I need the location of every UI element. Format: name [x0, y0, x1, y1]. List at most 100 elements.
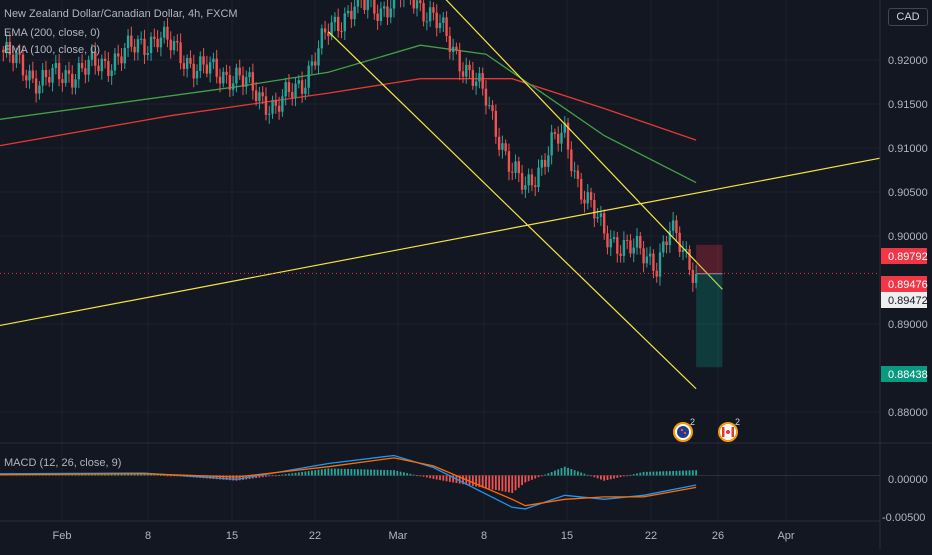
symbol-title[interactable]: New Zealand Dollar/Canadian Dollar, 4h, … [4, 8, 238, 20]
macd-histogram-bar [271, 475, 274, 477]
candle-body [553, 132, 557, 135]
candle-body [602, 213, 606, 234]
candle-body [103, 58, 107, 62]
macd-histogram-bar [261, 475, 264, 478]
price-tick: 0.91000 [888, 143, 928, 155]
time-tick: 8 [481, 530, 487, 542]
candle-body [560, 132, 563, 144]
macd-histogram-bar [350, 469, 353, 476]
price-tags: 0.89792 0.89476 0.89472 0.88438 [881, 248, 928, 382]
time-axis[interactable]: Feb 8 15 22 Mar 8 15 22 26 Apr [53, 530, 795, 542]
macd-histogram-bar [402, 472, 405, 476]
macd-histogram-bar [531, 475, 533, 480]
macd-histogram-bar [416, 475, 418, 477]
candle-body [80, 63, 84, 69]
candle-body [310, 61, 314, 66]
macd-histogram-bar [409, 473, 412, 476]
candle-body [445, 17, 448, 36]
macd-histogram-bar [665, 471, 668, 476]
macd-histogram-bar [406, 473, 409, 476]
macd-histogram-bar [675, 470, 678, 476]
candle-body [662, 241, 665, 253]
macd-histogram-bar [343, 468, 346, 476]
candle-body [57, 62, 61, 80]
macd-histogram-bar [291, 473, 294, 476]
candle-body [271, 99, 274, 114]
macd-histogram-bar [281, 474, 284, 476]
macd-histogram-bar [140, 473, 143, 476]
macd-histogram-bar [314, 470, 317, 476]
trendlines[interactable] [0, 0, 881, 390]
candle-body [245, 77, 248, 87]
candle-body [589, 192, 593, 201]
macd-histogram-bar [511, 475, 514, 493]
macd-histogram-bar [330, 468, 333, 476]
candle-body [501, 143, 504, 150]
macd-legend[interactable]: MACD (12, 26, close, 9) [4, 457, 122, 469]
candle-body [596, 216, 599, 219]
macd-histogram-bar [337, 468, 340, 476]
candle-body [64, 70, 67, 84]
candle-body [612, 237, 616, 240]
candle-body [337, 16, 340, 32]
time-tick: Mar [389, 530, 408, 542]
candle-body [373, 0, 376, 14]
candle-body [166, 26, 169, 40]
candle-body [34, 78, 38, 94]
candle-body [422, 3, 425, 22]
candle-body [524, 185, 527, 190]
candle-body [107, 61, 110, 76]
candle-body [71, 73, 74, 88]
macd-histogram-bar [616, 475, 619, 478]
candle-body [694, 273, 698, 283]
candle-body [468, 64, 471, 71]
candle-body [583, 199, 586, 204]
candle-body [622, 239, 626, 256]
candle-body [235, 67, 238, 84]
macd-histogram-bar [393, 470, 395, 476]
ema200-legend[interactable]: EMA (200, close, 0) [4, 27, 100, 39]
currency-button[interactable]: CAD [888, 8, 928, 26]
time-tick: 22 [309, 530, 321, 542]
macd-histogram-bar [573, 470, 576, 476]
macd-histogram-bar [163, 475, 166, 476]
candle-body [514, 161, 517, 173]
candle-body [333, 16, 337, 23]
short-position-tool[interactable] [696, 244, 723, 368]
candle-body [18, 52, 21, 55]
candle-body [419, 0, 422, 4]
macd-histogram-bar [642, 471, 645, 476]
macd-pane[interactable] [0, 454, 880, 510]
candle-body [133, 46, 136, 53]
macd-histogram-bar [517, 475, 520, 488]
candle-body [192, 63, 195, 79]
macd-histogram-bar [622, 475, 625, 477]
nz-flag-event-icon[interactable]: 2 [673, 417, 695, 442]
candle-body [425, 21, 429, 23]
candle-body [366, 0, 369, 10]
macd-histogram-bar [514, 475, 517, 491]
candle-body [297, 80, 301, 84]
macd-histogram-bar [498, 475, 501, 491]
macd-histogram-bar [577, 471, 579, 476]
candle-body [511, 171, 514, 173]
ema100-legend[interactable]: EMA (100, close, 0) [4, 44, 100, 56]
candle-body [632, 247, 635, 254]
candle-body [645, 256, 649, 264]
macd-histogram-bar [412, 474, 415, 476]
macd-histogram-bar [485, 475, 487, 489]
macd-histogram-bar [127, 473, 129, 476]
candle-body [593, 200, 596, 219]
macd-histogram-bar [123, 473, 126, 476]
macd-histogram-bar [688, 470, 691, 476]
macd-axis[interactable]: 0.00000 -0.00500 [882, 474, 928, 524]
candle-body [254, 90, 258, 102]
macd-histogram-bar [586, 474, 589, 476]
candle-body [136, 39, 140, 53]
ca-flag-event-icon[interactable]: 2 [718, 417, 740, 442]
candle-body [648, 253, 652, 257]
economic-events[interactable]: 2 2 [673, 417, 740, 442]
